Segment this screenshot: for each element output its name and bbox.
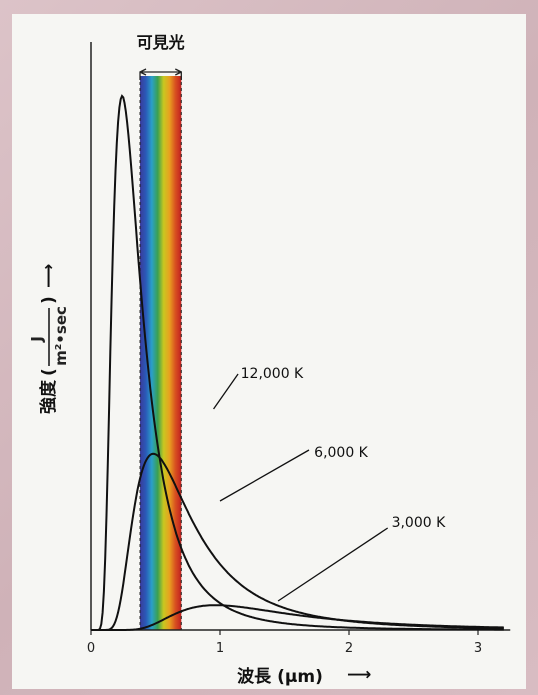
series-label-12000k: 12,000 K	[241, 366, 304, 382]
y-axis-paren-open: (	[39, 368, 59, 376]
y-axis-title-group: 強度 ( J m²•sec ) ⟶	[28, 264, 70, 414]
series-line-3000k	[91, 604, 504, 631]
x-tick-label-1: 1	[216, 641, 224, 656]
y-axis-unit-numerator: J	[28, 336, 46, 343]
series-label-6000k: 6,000 K	[314, 445, 369, 461]
series-line-12000k	[91, 94, 504, 631]
series-line-6000k	[91, 452, 504, 631]
x-tick-label-0: 0	[87, 641, 95, 656]
series-leader-12000k	[213, 373, 239, 410]
x-axis-title: 波長 (μm)	[237, 666, 323, 687]
chart-panel: 可見光 0 1 2 3 12,000 K 6,000 K 3,000 K 波長 (μm…	[12, 14, 526, 689]
series-leader-6000k	[219, 449, 310, 502]
blackbody-chart: 可見光 0 1 2 3 12,000 K 6,000 K 3,000 K 波長 (μm…	[28, 33, 511, 687]
x-tick-label-3: 3	[474, 641, 482, 656]
x-axis-ticks: 0 1 2 3	[87, 630, 482, 656]
series-leader-3000k	[277, 527, 389, 602]
x-axis-arrow: ⟶	[347, 665, 371, 685]
y-axis-arrow: ⟶	[39, 264, 59, 288]
y-axis-title: 強度	[38, 379, 59, 414]
visible-band-bracket	[139, 68, 182, 80]
x-tick-label-2: 2	[345, 641, 353, 656]
y-axis-paren-close: )	[39, 296, 59, 304]
series-label-3000k: 3,000 K	[392, 515, 447, 531]
visible-light-label: 可見光	[137, 33, 185, 52]
y-axis-unit-denominator: m²•sec	[52, 306, 70, 366]
